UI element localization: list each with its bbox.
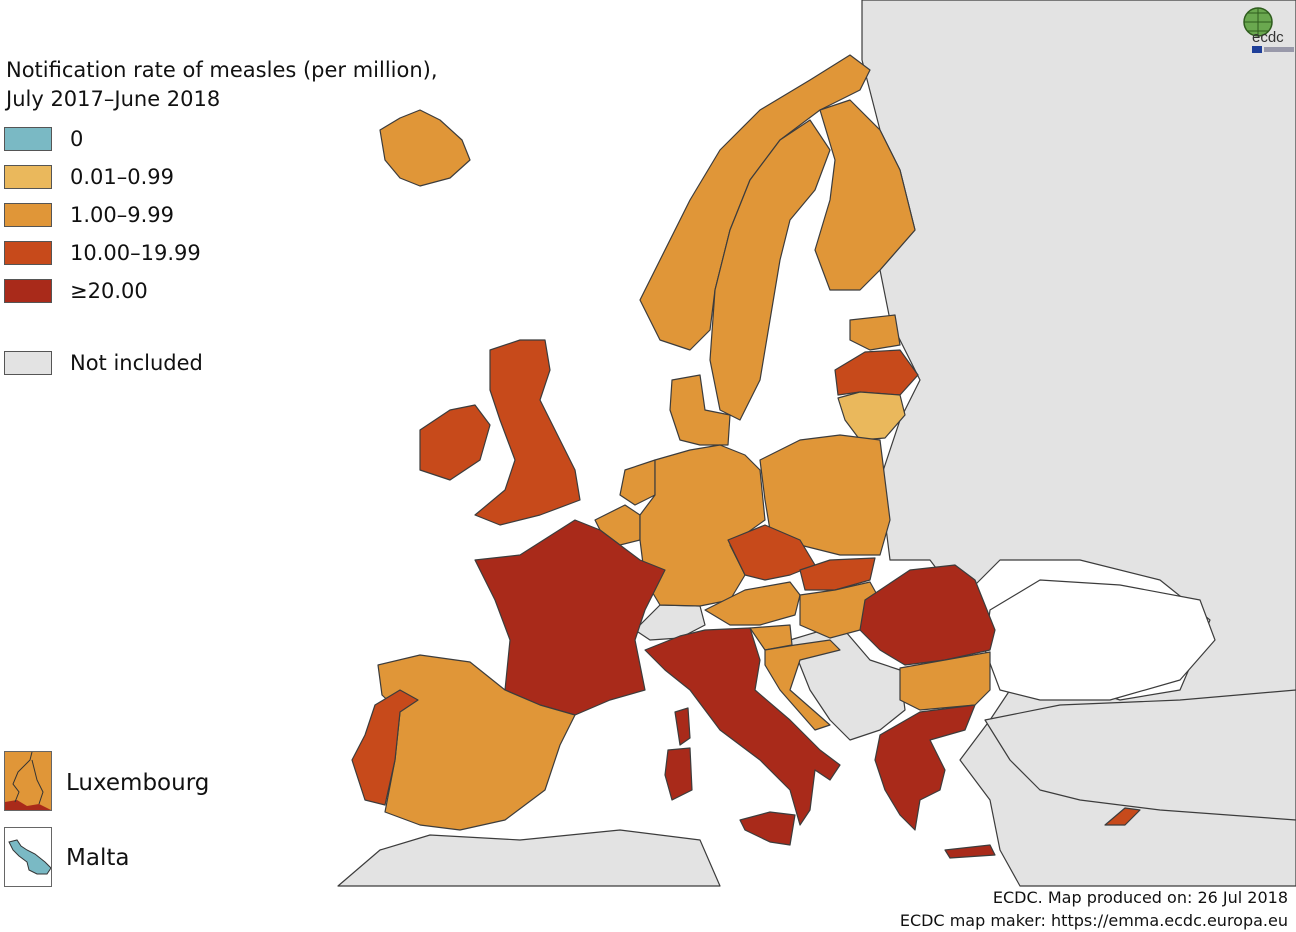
country-portugal [351,689,419,806]
legend-label: ≥20.00 [70,279,148,303]
country-romania [859,564,996,666]
country-bulgaria [899,651,991,711]
country-italy [644,627,841,826]
country-poland [759,434,891,556]
credits-line1: ECDC. Map produced on: 26 Jul 2018 [992,888,1288,907]
country-united-kingdom [474,339,581,526]
luxembourg-shape-icon [5,751,51,810]
malta-shape-icon [8,839,52,875]
country-norway [639,54,871,351]
ecdc-globe-icon: ecdc [1243,7,1294,53]
country-france [474,519,666,716]
region-turkey [984,689,1296,821]
country-cyprus [1104,807,1141,826]
country-italy-sardinia [664,747,693,801]
legend-swatch [4,203,52,227]
legend-swatch [4,279,52,303]
country-lithuania [837,391,906,441]
legend-label: 10.00–19.99 [70,241,201,265]
credits: ECDC. Map produced on: 26 Jul 2018 ECDC … [900,886,1288,932]
region-black-sea [984,579,1216,701]
map-title: Notification rate of measles (per millio… [6,56,438,114]
legend-label: 0.01–0.99 [70,165,175,189]
legend-swatch [4,127,52,151]
country-france-corsica [674,707,691,746]
country-austria [704,581,801,626]
region-north-africa [337,829,721,887]
legend-item-0-01-0-99: 0.01–0.99 [4,164,174,190]
country-croatia [764,639,841,731]
country-slovakia [799,557,876,591]
country-ireland [419,404,491,481]
country-germany [639,444,766,607]
map-title-line2: July 2017–June 2018 [6,87,221,111]
legend-item-not-included: Not included [4,350,203,376]
country-estonia [849,314,901,351]
ecdc-logo: ecdc [1240,4,1296,54]
country-sweden [709,119,831,421]
legend-label: 0 [70,127,84,151]
legend-item-20-plus: ≥20.00 [4,278,148,304]
credits-line2: ECDC map maker: https://emma.ecdc.europa… [899,911,1288,930]
inset-luxembourg [4,751,52,811]
svg-text:ecdc: ecdc [1252,29,1284,46]
inset-label-luxembourg: Luxembourg [66,770,210,796]
legend-swatch [4,351,52,375]
country-greece [874,704,976,831]
legend-swatch [4,165,52,189]
country-greece-crete [944,844,996,859]
country-italy-sicily [739,811,796,846]
country-iceland [379,109,471,187]
map-title-line1: Notification rate of measles (per millio… [6,58,438,82]
legend-label: Not included [70,351,203,375]
legend-item-1-9-99: 1.00–9.99 [4,202,174,228]
legend-item-zero: 0 [4,126,83,152]
country-netherlands [619,459,656,506]
legend-swatch [4,241,52,265]
legend-item-10-19-99: 10.00–19.99 [4,240,201,266]
country-latvia [834,349,919,396]
country-denmark [669,374,731,446]
inset-malta [4,827,52,887]
legend-label: 1.00–9.99 [70,203,175,227]
country-finland [814,99,916,291]
inset-label-malta: Malta [66,845,130,871]
